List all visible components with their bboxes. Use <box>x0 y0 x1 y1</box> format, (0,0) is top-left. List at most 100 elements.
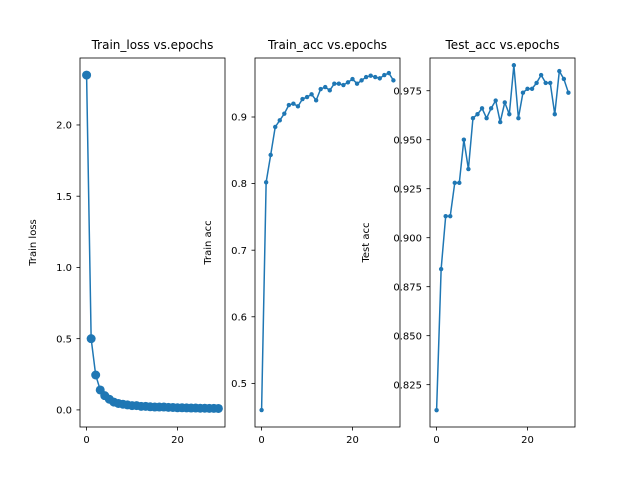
data-point <box>86 334 96 344</box>
data-point <box>359 78 364 83</box>
data-point <box>502 100 507 105</box>
data-point <box>82 70 92 80</box>
chart-panel-1: 0 20 0.0 0.5 1.0 1.5 2.0 Train_loss vs.epochs Tr… <box>28 38 226 446</box>
data-point <box>354 81 360 86</box>
data-point <box>277 118 282 123</box>
data-point <box>529 86 535 91</box>
y-tick-label: 0.5 <box>231 379 247 390</box>
data-point <box>327 88 332 93</box>
data-point <box>386 70 392 76</box>
axes-frame <box>429 57 576 428</box>
y-tick-label: 2.0 <box>56 121 72 132</box>
data-point <box>438 266 444 272</box>
data-point <box>457 180 462 186</box>
data-point <box>91 370 101 380</box>
y-tick-label: 0.900 <box>393 233 422 244</box>
data-point <box>282 111 287 116</box>
y-tick-label: 0.5 <box>56 334 72 345</box>
x-tick-label: 0 <box>83 435 89 446</box>
x-tick-label: 0 <box>258 435 264 446</box>
data-point <box>368 73 373 78</box>
data-point <box>313 98 319 103</box>
y-tick-label: 0.975 <box>393 86 422 97</box>
data-point <box>534 80 539 86</box>
data-point <box>498 119 503 125</box>
data-point <box>511 63 517 68</box>
data-point <box>263 180 269 185</box>
y-tick-label: 0.7 <box>231 246 247 257</box>
data-point <box>377 76 382 81</box>
y-tick-label: 1.0 <box>56 263 72 274</box>
y-tick-label: 0.850 <box>393 331 422 342</box>
y-tick-label: 1.5 <box>56 192 72 203</box>
y-tick-label: 0.875 <box>393 282 422 293</box>
y-tick-label: 0.925 <box>393 184 422 195</box>
data-point <box>470 115 476 121</box>
data-point <box>479 106 485 111</box>
data-point <box>350 76 355 82</box>
data-point <box>443 213 448 219</box>
data-point <box>268 152 273 158</box>
data-point <box>557 68 562 74</box>
data-point <box>286 102 292 108</box>
y-axis-label: Test acc <box>361 223 372 264</box>
data-point <box>552 112 557 117</box>
data-point <box>295 104 301 109</box>
data-point <box>373 74 378 80</box>
data-point <box>448 213 453 219</box>
chart-title: Train_acc vs.epochs <box>267 38 387 52</box>
data-point <box>300 96 305 102</box>
chart-panel-3: 0 20 0.825 0.850 0.875 0.900 0.925 0.950 0.975 Te… <box>361 38 576 446</box>
data-point <box>507 112 512 117</box>
data-point <box>332 81 337 86</box>
data-point <box>391 78 396 83</box>
data-point <box>291 101 296 106</box>
data-point <box>566 90 571 95</box>
data-point <box>382 72 387 78</box>
x-tick-label: 0 <box>433 435 439 446</box>
data-point <box>493 98 498 103</box>
data-point <box>363 74 369 80</box>
y-tick-label: 0.8 <box>231 179 247 190</box>
y-tick-label: 0.6 <box>231 312 247 323</box>
data-point <box>520 90 526 95</box>
data-point <box>543 80 548 86</box>
data-point <box>336 81 342 86</box>
chart-panel-2: 0 20 0.5 0.6 0.7 0.8 0.9 Train_acc vs.epochs Tra… <box>203 38 401 446</box>
data-point <box>213 403 223 413</box>
data-point <box>318 86 323 92</box>
data-point <box>259 407 264 413</box>
data-point <box>484 115 489 121</box>
y-axis-label: Train loss <box>28 219 39 267</box>
data-point <box>434 407 439 413</box>
data-point <box>561 76 567 82</box>
x-tick-label: 20 <box>521 435 534 446</box>
axes-frame <box>254 57 401 428</box>
data-point <box>548 80 553 86</box>
x-tick-label: 20 <box>346 435 359 446</box>
data-point <box>466 166 471 172</box>
y-tick-label: 0.9 <box>231 113 247 124</box>
data-point <box>475 112 480 117</box>
data-point <box>452 180 457 186</box>
data-point <box>461 137 467 142</box>
y-axis-label: Train acc <box>203 220 214 265</box>
data-point <box>341 82 346 88</box>
data-point <box>273 124 278 130</box>
data-point <box>525 86 530 91</box>
chart-title: Train_loss vs.epochs <box>91 38 214 52</box>
y-tick-label: 0.0 <box>56 406 72 417</box>
data-point <box>323 84 328 90</box>
y-tick-label: 0.825 <box>393 380 422 391</box>
data-point <box>309 92 314 97</box>
data-point <box>345 80 351 85</box>
chart-title: Test_acc vs.epochs <box>445 38 560 52</box>
axes-frame <box>79 57 226 428</box>
data-point <box>488 106 494 111</box>
data-point <box>516 115 521 121</box>
x-tick-label: 20 <box>171 435 184 446</box>
y-tick-label: 0.950 <box>393 135 422 146</box>
data-point <box>538 72 544 78</box>
